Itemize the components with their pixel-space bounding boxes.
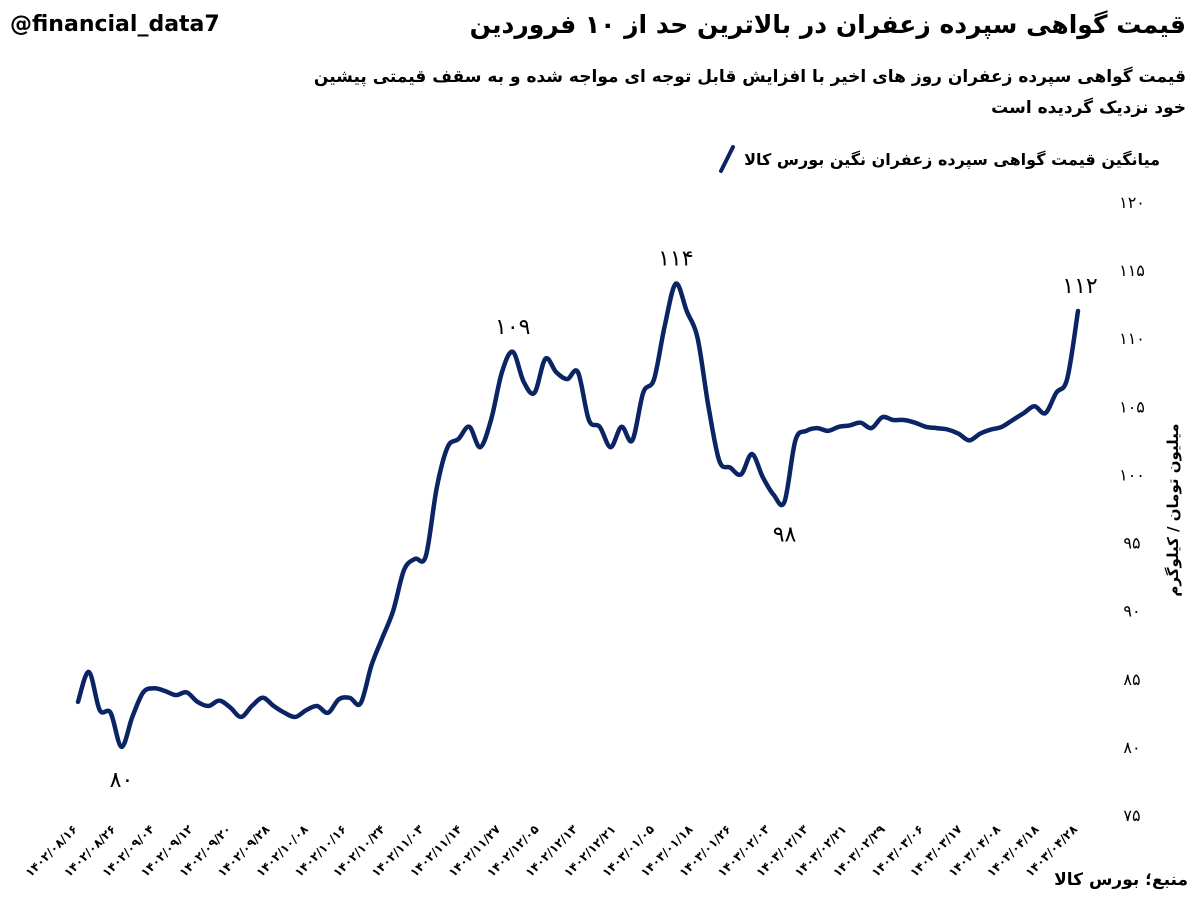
- y-tick-label: ۱۰۰: [1119, 465, 1145, 484]
- data-label: ۱۰۹: [495, 315, 530, 340]
- y-tick-label: ۸۰: [1123, 738, 1140, 757]
- chart-title: قیمت گواهی سپرده زعفران در بالاترین حد ا…: [469, 10, 1186, 39]
- data-label: ۹۸: [773, 523, 797, 548]
- data-label: ۱۱۲: [1062, 274, 1097, 299]
- data-label: ۱۱۴: [658, 247, 693, 272]
- legend-line-swatch: [719, 145, 736, 173]
- y-tick-label: ۱۱۰: [1119, 329, 1145, 348]
- author-handle: @financial_data7: [10, 12, 220, 37]
- y-tick-label: ۷۵: [1123, 806, 1140, 825]
- legend: میانگین قیمت گواهی سپرده زعفران نگین بور…: [718, 144, 1160, 174]
- legend-label: میانگین قیمت گواهی سپرده زعفران نگین بور…: [744, 149, 1160, 169]
- data-label: ۸۰: [110, 768, 134, 793]
- y-tick-label: ۱۱۵: [1119, 261, 1145, 280]
- y-tick-label: ۹۵: [1123, 534, 1140, 553]
- y-axis-label: میلیون تومان / کیلوگرم: [1164, 423, 1182, 596]
- y-tick-label: ۱۲۰: [1119, 193, 1145, 212]
- chart-subtitle: قیمت گواهی سپرده زعفران روز های اخیر با …: [313, 67, 1186, 118]
- y-tick-label: ۸۵: [1123, 670, 1140, 689]
- source-note: منبع؛ بورس کالا: [1054, 870, 1188, 890]
- series-line: [75, 281, 1081, 750]
- y-tick-label: ۹۰: [1123, 602, 1140, 621]
- y-tick-label: ۱۰۵: [1119, 397, 1145, 416]
